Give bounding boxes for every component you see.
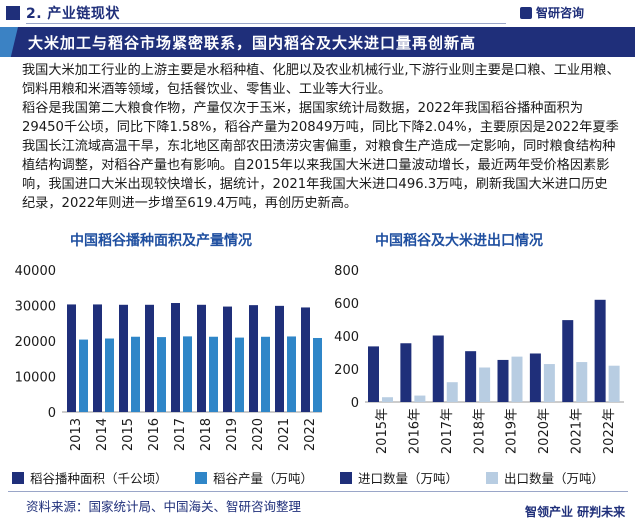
bar-series2 (105, 338, 114, 412)
bar-series1 (223, 306, 232, 412)
y-tick-label: 0 (351, 396, 359, 411)
y-tick-label: 800 (334, 264, 359, 279)
brand-logo-text: 智研咨询 (536, 6, 585, 20)
bar-series2 (608, 365, 620, 402)
bar-series2 (261, 336, 270, 412)
chart1-legend-area: 稻谷播种面积（千公顷） (12, 468, 168, 487)
x-tick-label: 2018年 (472, 408, 487, 454)
bar-series1 (594, 299, 606, 402)
bar-series1 (562, 320, 574, 402)
y-tick-label: 400 (334, 330, 359, 345)
bar-series2 (382, 397, 393, 402)
chart2-legend-export: 出口数量（万吨） (486, 468, 604, 487)
x-tick-label: 2019年 (505, 408, 520, 454)
legend-label-import: 进口数量（万吨） (358, 471, 459, 486)
bar-series1 (400, 343, 412, 402)
bar-series1 (171, 303, 180, 412)
bar-series1 (368, 346, 379, 402)
x-tick-label: 2017 (173, 418, 188, 451)
y-tick-label: 30000 (15, 300, 56, 315)
bar-series1 (465, 351, 477, 402)
x-tick-label: 2020 (251, 418, 266, 451)
x-tick-label: 2017年 (440, 408, 455, 454)
bar-series2 (414, 395, 426, 402)
bar-series1 (249, 305, 258, 412)
section-divider (26, 23, 506, 24)
x-tick-label: 2013 (69, 418, 84, 451)
legend-swatch-area (12, 472, 24, 484)
x-tick-label: 2016年 (408, 408, 423, 454)
bar-series1 (145, 304, 154, 412)
source-note: 资料来源：国家统计局、中国海关、智研咨询整理 (26, 499, 302, 514)
bar-series1 (275, 305, 284, 412)
bar-series1 (432, 335, 444, 402)
bar-series2 (313, 337, 322, 412)
y-tick-label: 10000 (15, 371, 56, 386)
footer-divider (8, 491, 628, 492)
bar-series2 (446, 382, 458, 402)
bar-series2 (79, 339, 88, 412)
banner-title: 大米加工与稻谷市场紧密联系，国内稻谷及大米进口量再创新高 (28, 34, 477, 52)
bar-series2 (479, 367, 491, 402)
brand-logo-icon (520, 7, 532, 19)
paragraph-rice-market: 稻谷是我国第二大粮食作物，产量仅次于玉米，据国家统计局数据，2022年我国稻谷播… (22, 101, 619, 211)
x-tick-label: 2021 (277, 418, 292, 451)
x-tick-label: 2014 (95, 418, 110, 451)
bar-series1 (119, 304, 128, 412)
x-tick-label: 2022年 (602, 408, 617, 454)
bar-series1 (301, 307, 310, 412)
y-tick-label: 0 (48, 406, 56, 421)
legend-label-area: 稻谷播种面积（千公顷） (30, 471, 168, 486)
y-tick-label: 200 (334, 363, 359, 378)
x-tick-label: 2019 (225, 418, 240, 451)
legend-swatch-output (195, 472, 207, 484)
legend-label-export: 出口数量（万吨） (504, 471, 605, 486)
chart1-legend-output: 稻谷产量（万吨） (195, 468, 313, 487)
bar-series2 (209, 336, 218, 412)
bar-series2 (576, 362, 588, 402)
bar-series2 (543, 364, 555, 402)
footer-logo: 智领产业 研判未来 (525, 505, 626, 519)
chart1-plot: 0 10000 20000 30000 40000 2013 2014 2015 2016 201… (15, 264, 322, 451)
x-tick-label: 2015 (121, 418, 136, 451)
y-tick-label: 600 (334, 297, 359, 312)
bar-series1 (93, 304, 102, 412)
bar-series1 (197, 304, 206, 412)
section-title: 2. 产业链现状 (26, 6, 120, 22)
x-tick-label: 2016 (147, 418, 162, 451)
bar-series2 (511, 356, 523, 402)
chart2-legend-import: 进口数量（万吨） (340, 468, 458, 487)
x-tick-label: 2020年 (537, 408, 552, 454)
brand-logo: 智研咨询 (520, 4, 584, 21)
chart2-plot: 0 200 400 600 800 2015年 2016年 2017年 2018年 2019年 20… (334, 264, 624, 454)
bar-series1 (67, 304, 76, 412)
paragraph-upstream: 我国大米加工行业的上游主要是水稻种植、化肥以及农业机械行业,下游行业则主要是口粮… (22, 63, 620, 97)
legend-label-output: 稻谷产量（万吨） (213, 471, 314, 486)
bar-series2 (157, 337, 166, 412)
bar-series2 (131, 336, 140, 412)
legend-swatch-import (340, 472, 352, 484)
x-tick-label: 2021年 (569, 408, 584, 454)
y-tick-label: 20000 (15, 335, 56, 350)
bar-series2 (183, 336, 192, 412)
bar-series1 (497, 359, 509, 402)
x-tick-label: 2018 (199, 418, 214, 451)
x-tick-label: 2022 (303, 418, 318, 451)
bar-series1 (529, 353, 541, 402)
section-marker-icon (6, 6, 20, 20)
bar-series2 (235, 337, 244, 412)
x-tick-label: 2015年 (375, 408, 390, 454)
banner (0, 27, 635, 57)
bar-series2 (287, 336, 296, 412)
chart1-title: 中国稻谷播种面积及产量情况 (70, 233, 252, 249)
legend-swatch-export (486, 472, 498, 484)
chart2-title: 中国稻谷及大米进出口情况 (375, 233, 543, 249)
y-tick-label: 40000 (15, 264, 56, 279)
